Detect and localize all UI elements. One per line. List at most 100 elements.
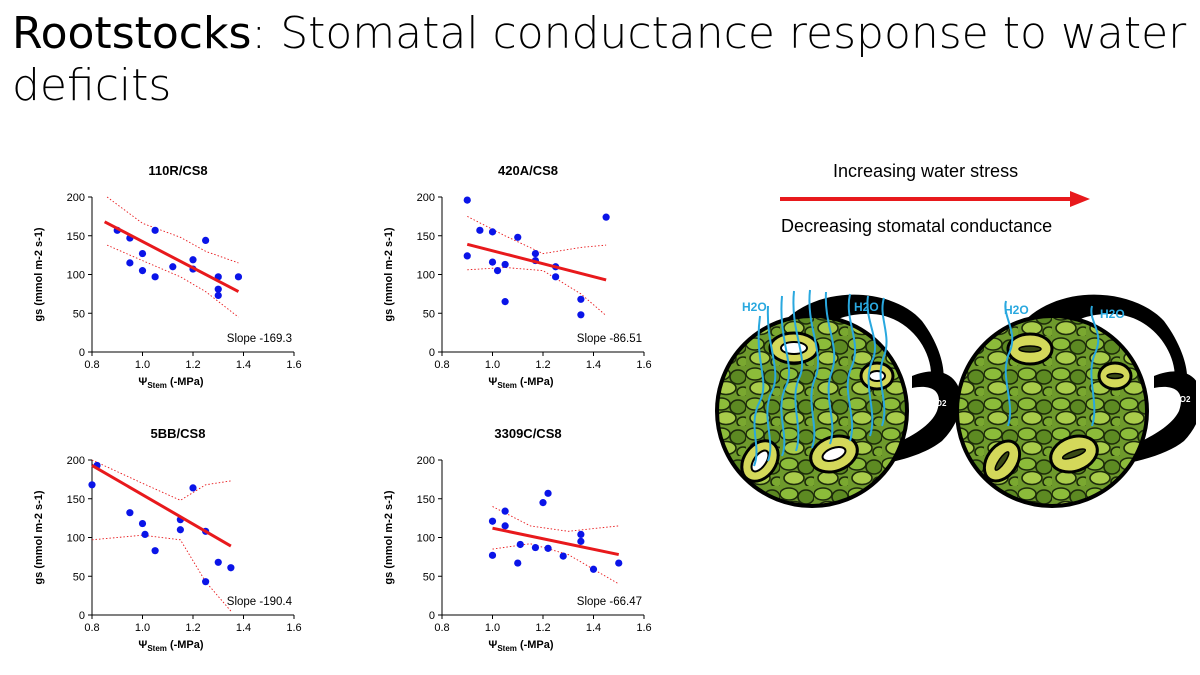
right-label-h2o-1: H2O: [1004, 303, 1029, 317]
x-axis-label: ΨStem (-MPa): [488, 376, 553, 390]
y-tick-label: 200: [67, 192, 85, 204]
y-axis-label: gs (mmol m-2 s-1): [383, 227, 395, 321]
y-tick-label: 200: [417, 455, 435, 467]
data-point: [126, 509, 134, 517]
x-tick-label: 0.8: [84, 622, 99, 634]
x-tick-label: 1.0: [485, 359, 500, 371]
x-tick-label: 1.2: [185, 622, 200, 634]
x-tick-label: 0.8: [434, 622, 449, 634]
y-tick-label: 150: [417, 494, 435, 506]
chart-title: 110R/CS8: [148, 163, 207, 178]
data-point: [151, 226, 159, 234]
stoma-closed-2: [1097, 361, 1133, 391]
data-point: [501, 260, 509, 269]
stoma-closed-4: [1049, 434, 1099, 474]
leaf-tail-left: [822, 371, 962, 468]
data-point: [501, 298, 509, 306]
arrow-top-label: Increasing water stress: [833, 161, 1019, 181]
stomata-open: [740, 331, 895, 483]
data-point: [577, 530, 585, 538]
stomata-closed: [982, 332, 1133, 483]
x-tick-label: 1.2: [535, 359, 550, 371]
data-point: [189, 484, 197, 492]
data-point: [138, 267, 147, 275]
data-point: [501, 522, 509, 530]
y-axis-label: gs (mmol m-2 s-1): [383, 490, 395, 584]
data-point: [531, 543, 540, 552]
data-point: [488, 551, 497, 559]
data-point: [476, 226, 484, 234]
regression-line: [466, 242, 607, 282]
stoma-open-4: [809, 434, 859, 474]
data-point: [559, 552, 567, 560]
water-vapor-right: [1004, 300, 1100, 427]
y-tick-label: 0: [79, 347, 85, 359]
y-tick-label: 50: [423, 308, 435, 320]
slide-title: Rootstocks: Stomatal conductance respons…: [12, 8, 1192, 112]
data-point: [514, 233, 522, 241]
slope-label: Slope -66.47: [577, 596, 642, 608]
y-tick-label: 0: [429, 347, 435, 359]
data-point: [615, 559, 623, 567]
y-tick-label: 100: [417, 270, 435, 282]
data-point: [151, 273, 159, 281]
data-point: [176, 526, 184, 534]
chart-5bb: 5BB/CS8 0 50 100 150 200 0.8 1.0 1.2 1.4 1.6 gs (mm…: [33, 426, 302, 653]
data-point: [88, 481, 96, 489]
data-point: [544, 489, 552, 497]
data-point: [202, 236, 210, 244]
data-point: [577, 295, 585, 303]
ci-upper-line: [91, 459, 231, 501]
chart-title: 420A/CS8: [498, 163, 558, 178]
chart-420a: 420A/CS8 0 50 100 150 200 0.8 1.0 1.2 1.4 1.6 gs (m…: [383, 163, 652, 390]
y-tick-label: 50: [73, 571, 85, 583]
data-point: [138, 519, 147, 528]
left-label-h2o-2: H2O: [854, 300, 879, 314]
data-point: [514, 559, 522, 567]
data-point: [488, 258, 497, 266]
leaf-closed-stomata: H2O H2O CO2: [955, 294, 1196, 508]
slope-label: Slope -86.51: [577, 333, 642, 345]
ci-upper-line: [467, 215, 607, 255]
data-point: [602, 213, 610, 221]
data-point: [214, 285, 222, 293]
data-point: [138, 249, 147, 258]
x-tick-label: 1.4: [586, 359, 601, 371]
y-tick-label: 0: [79, 610, 85, 622]
x-axis-label: ΨStem (-MPa): [138, 639, 203, 653]
data-point: [531, 249, 540, 258]
data-point: [202, 578, 210, 586]
slide-title-emphasis: Rootstocks: [12, 8, 252, 59]
right-label-h2o-2: H2O: [1100, 307, 1125, 321]
x-tick-label: 1.6: [286, 622, 301, 634]
data-point: [539, 499, 547, 507]
water-stress-arrow: [780, 191, 1090, 207]
data-point: [169, 263, 177, 271]
stomata-diagram: H2O H2O CO2 H2O H2O CO2: [715, 289, 1196, 508]
left-label-co2: CO2: [930, 399, 947, 408]
x-tick-label: 1.0: [135, 359, 150, 371]
x-tick-label: 1.6: [286, 359, 301, 371]
data-point: [493, 267, 502, 275]
y-axis-label: gs (mmol m-2 s-1): [33, 490, 45, 584]
ci-upper-line: [492, 506, 619, 532]
x-axis-label: ΨStem (-MPa): [488, 639, 553, 653]
x-tick-label: 1.6: [636, 622, 651, 634]
y-tick-label: 50: [73, 308, 85, 320]
y-tick-label: 100: [417, 533, 435, 545]
stoma-open-1: [768, 331, 820, 365]
data-point: [126, 259, 134, 267]
stoma-open-2: [859, 361, 895, 391]
x-tick-label: 1.6: [636, 359, 651, 371]
x-tick-label: 1.2: [535, 622, 550, 634]
data-point: [463, 252, 471, 260]
data-point: [151, 547, 159, 555]
data-point: [577, 311, 585, 319]
ci-lower-line: [91, 534, 232, 612]
x-tick-label: 1.0: [135, 622, 150, 634]
y-tick-label: 0: [429, 610, 435, 622]
regression-line: [91, 464, 232, 548]
x-tick-label: 1.0: [485, 622, 500, 634]
data-point: [552, 273, 560, 281]
regression-line: [492, 526, 620, 557]
